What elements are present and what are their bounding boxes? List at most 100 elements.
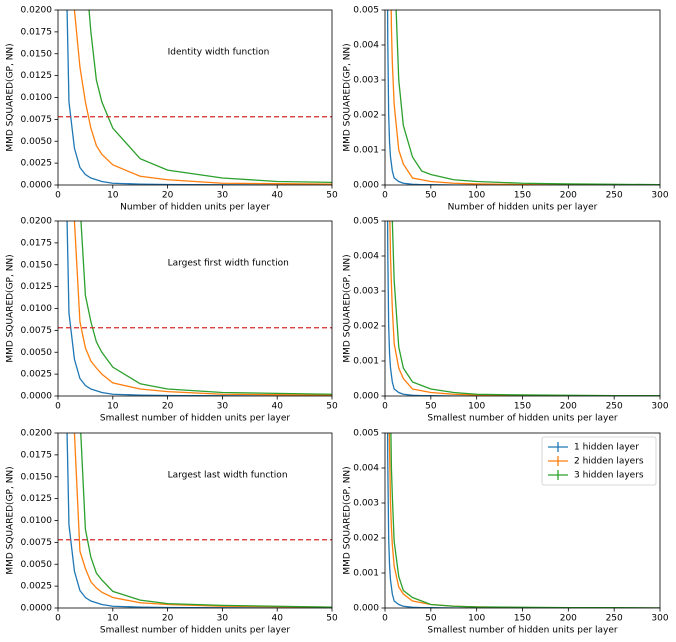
- y-tick-label: 0.0025: [21, 159, 53, 169]
- x-tick-label: 50: [326, 402, 338, 412]
- x-tick-label: 40: [271, 402, 283, 412]
- y-tick-label: 0.0050: [21, 560, 53, 570]
- legend-label: 3 hidden layers: [574, 471, 644, 481]
- series-line: [390, 433, 660, 608]
- y-tick-label: 0.001: [353, 357, 379, 367]
- y-tick-label: 0.002: [353, 111, 379, 121]
- x-tick-label: 30: [217, 191, 229, 201]
- x-tick-label: 50: [425, 614, 437, 624]
- y-tick-label: 0.004: [353, 252, 379, 262]
- axes-frame: [384, 9, 661, 186]
- y-tick-label: 0.0000: [21, 181, 53, 191]
- annotation: Largest last width function: [168, 471, 288, 481]
- series-line: [80, 433, 332, 608]
- y-tick-label: 0.0100: [21, 304, 53, 314]
- y-axis-label: MMD SQUARED(GP, NN): [6, 43, 16, 151]
- y-tick-label: 0.0175: [21, 238, 53, 248]
- plot-area: [386, 10, 660, 185]
- series-line: [73, 10, 332, 185]
- x-tick-label: 300: [651, 402, 668, 412]
- axes-frame: [57, 432, 333, 609]
- x-tick-label: 150: [514, 614, 531, 624]
- x-tick-label: 0: [55, 191, 61, 201]
- y-tick-label: 0.0150: [21, 260, 53, 270]
- y-tick-label: 0.0050: [21, 137, 53, 147]
- y-tick-label: 0.0150: [21, 49, 53, 59]
- x-tick-label: 10: [107, 402, 119, 412]
- x-tick-label: 250: [606, 614, 623, 624]
- y-tick-label: 0.000: [353, 392, 379, 402]
- axes-frame: [384, 220, 661, 397]
- x-tick-label: 150: [514, 191, 531, 201]
- y-tick-label: 0.0175: [21, 450, 53, 460]
- y-tick-label: 0.0000: [21, 604, 53, 614]
- x-tick-label: 50: [425, 191, 437, 201]
- subplot: 0.000 0.001 0.002 0.003 0.004 0.005 0 50 100 150 2…: [343, 217, 669, 424]
- x-axis-label: Smallest number of hidden units per laye…: [427, 626, 618, 636]
- y-tick-label: 0.0200: [21, 217, 53, 227]
- plot-area: [386, 221, 660, 396]
- subplot: 0.0000 0.0025 0.0050 0.0075 0.0100 0.0125 0.01…: [6, 429, 338, 636]
- axes-frame: [57, 220, 333, 397]
- x-tick-label: 100: [468, 614, 485, 624]
- y-tick-label: 0.0025: [21, 582, 53, 592]
- x-tick-label: 20: [162, 402, 174, 412]
- y-axis-label: MMD SQUARED(GP, NN): [343, 466, 353, 574]
- y-tick-label: 0.005: [353, 6, 379, 16]
- y-tick-label: 0.0075: [21, 538, 53, 548]
- series-line: [80, 221, 332, 395]
- y-tick-label: 0.002: [353, 534, 379, 544]
- x-tick-label: 20: [162, 614, 174, 624]
- y-tick-label: 0.004: [353, 41, 379, 51]
- y-tick-label: 0.001: [353, 146, 379, 156]
- x-tick-label: 30: [217, 614, 229, 624]
- x-tick-label: 20: [162, 191, 174, 201]
- y-tick-label: 0.000: [353, 604, 379, 614]
- y-axis-label: MMD SQUARED(GP, NN): [343, 43, 353, 151]
- y-axis-label: MMD SQUARED(GP, NN): [343, 254, 353, 362]
- subplot: 0.000 0.001 0.002 0.003 0.004 0.005 0 50 100 150 2…: [343, 429, 669, 636]
- y-tick-label: 0.0200: [21, 6, 53, 16]
- y-tick-label: 0.0050: [21, 348, 53, 358]
- series-line: [386, 221, 660, 396]
- series-line: [386, 433, 660, 608]
- x-axis-label: Smallest number of hidden units per laye…: [100, 626, 291, 636]
- y-tick-label: 0.002: [353, 322, 379, 332]
- legend-label: 2 hidden layers: [574, 457, 644, 467]
- y-tick-label: 0.0125: [21, 282, 53, 292]
- x-tick-label: 250: [606, 191, 623, 201]
- y-tick-label: 0.004: [353, 464, 379, 474]
- x-tick-label: 10: [107, 191, 119, 201]
- x-tick-label: 10: [107, 614, 119, 624]
- x-tick-label: 250: [606, 402, 623, 412]
- x-tick-label: 0: [382, 402, 388, 412]
- x-tick-label: 50: [425, 402, 437, 412]
- x-tick-label: 40: [271, 614, 283, 624]
- series-line: [66, 10, 332, 185]
- y-tick-label: 0.0075: [21, 326, 53, 336]
- series-line: [73, 221, 332, 396]
- y-tick-label: 0.003: [353, 499, 379, 509]
- axes-frame: [384, 432, 661, 609]
- x-tick-label: 30: [217, 402, 229, 412]
- x-tick-label: 0: [55, 614, 61, 624]
- x-tick-label: 40: [271, 191, 283, 201]
- y-tick-label: 0.0175: [21, 27, 53, 37]
- x-tick-label: 100: [468, 191, 485, 201]
- x-axis-label: Number of hidden units per layer: [448, 203, 598, 213]
- axes-frame: [57, 9, 333, 186]
- x-axis-label: Smallest number of hidden units per laye…: [100, 414, 291, 424]
- y-tick-label: 0.0100: [21, 516, 53, 526]
- x-tick-label: 50: [326, 191, 338, 201]
- y-tick-label: 0.005: [353, 429, 379, 439]
- x-tick-label: 100: [468, 402, 485, 412]
- y-tick-label: 0.0125: [21, 494, 53, 504]
- y-axis-label: MMD SQUARED(GP, NN): [6, 254, 16, 362]
- series-line: [390, 10, 660, 185]
- plot-area: [386, 433, 660, 608]
- y-tick-label: 0.000: [353, 181, 379, 191]
- y-tick-label: 0.0200: [21, 429, 53, 439]
- legend-label: 1 hidden layer: [574, 443, 639, 453]
